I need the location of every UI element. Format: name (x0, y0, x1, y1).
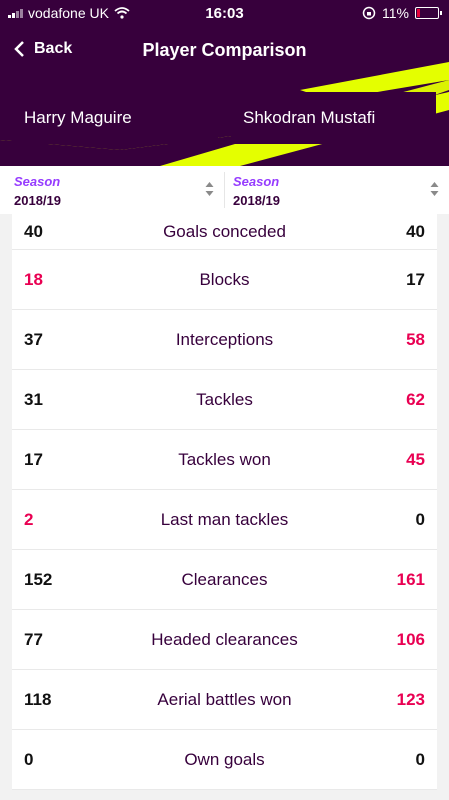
orientation-lock-icon (362, 6, 376, 20)
stat-label: Own goals (184, 749, 265, 769)
sort-arrows-icon (205, 182, 214, 196)
season-b-dropdown[interactable]: Season 2018/19 (225, 166, 449, 214)
stat-label: Goals conceded (163, 221, 286, 241)
stat-label: Clearances (181, 569, 268, 589)
wifi-icon (114, 7, 130, 19)
stat-row: 2 Last man tackles 0 (12, 490, 437, 550)
stat-value-b: 58 (406, 329, 425, 349)
signal-icon (8, 8, 23, 18)
stat-value-b: 40 (406, 221, 425, 241)
stat-row: 0 Own goals 0 (12, 730, 437, 790)
stat-value-a: 18 (24, 269, 43, 289)
stat-row: 77 Headed clearances 106 (12, 610, 437, 670)
stat-label: Aerial battles won (157, 689, 292, 709)
stat-value-b: 0 (415, 749, 425, 769)
stat-value-a: 77 (24, 629, 43, 649)
stat-row: 40 Goals conceded 40 (12, 214, 437, 250)
stat-list[interactable]: 40 Goals conceded 40 18 Blocks 17 37 Int… (12, 214, 437, 790)
stat-label: Last man tackles (160, 509, 289, 529)
stat-row: 31 Tackles 62 (12, 370, 437, 430)
stat-value-a: 118 (24, 689, 52, 709)
player-a-name: Harry Maguire (24, 108, 132, 127)
stat-value-a: 152 (24, 569, 53, 589)
header: vodafone UK 16:03 11% Back Player Compar… (0, 0, 449, 166)
status-time: 16:03 (205, 5, 244, 22)
stat-value-a: 2 (24, 509, 34, 529)
stat-value-a: 40 (24, 221, 43, 241)
player-b-selector[interactable]: Shkodran Mustafi (231, 92, 436, 144)
sort-arrows-icon (430, 182, 439, 196)
stat-label: Tackles (196, 389, 253, 409)
player-b-name: Shkodran Mustafi (243, 108, 376, 127)
season-a-value: 2018/19 (14, 193, 61, 208)
stat-value-a: 0 (24, 749, 34, 769)
season-b-label: Season (233, 174, 280, 189)
stat-row: 37 Interceptions 58 (12, 310, 437, 370)
battery-icon (415, 7, 442, 19)
season-a-dropdown[interactable]: Season 2018/19 (0, 166, 224, 214)
stat-label: Interceptions (175, 329, 274, 349)
stat-row: 17 Tackles won 45 (12, 430, 437, 490)
chevron-left-icon (14, 41, 24, 57)
status-left: vodafone UK (8, 5, 130, 21)
status-right: 11% (362, 5, 442, 21)
stat-row: 18 Blocks 17 (12, 250, 437, 310)
status-bar: vodafone UK 16:03 11% (0, 0, 449, 26)
stat-value-b: 45 (406, 449, 425, 469)
back-button[interactable]: Back (14, 40, 72, 58)
back-label: Back (34, 40, 73, 57)
stat-value-b: 161 (396, 569, 425, 589)
stats-section: 40 Goals conceded 40 18 Blocks 17 37 Int… (0, 214, 449, 800)
stat-value-b: 106 (396, 629, 425, 649)
stat-label: Headed clearances (151, 629, 298, 649)
page-title: Player Comparison (142, 40, 307, 60)
battery-percent: 11% (382, 5, 409, 21)
season-divider (224, 172, 225, 208)
season-a-label: Season (14, 174, 61, 189)
stat-value-a: 31 (24, 389, 43, 409)
season-bar: Season 2018/19 Season 2018/19 (0, 166, 449, 220)
stat-value-b: 17 (406, 269, 425, 289)
stat-row: 152 Clearances 161 (12, 550, 437, 610)
carrier-label: vodafone UK (28, 5, 109, 21)
player-a-selector[interactable]: Harry Maguire (12, 92, 218, 144)
stat-row: 118 Aerial battles won 123 (12, 670, 437, 730)
stat-value-b: 0 (415, 509, 425, 529)
stat-value-a: 17 (24, 449, 43, 469)
stat-value-a: 37 (24, 329, 43, 349)
stat-label: Blocks (199, 269, 250, 289)
stat-value-b: 62 (406, 389, 425, 409)
nav-bar: Back Player Comparison (0, 34, 449, 68)
season-b-value: 2018/19 (233, 193, 280, 208)
stat-value-b: 123 (396, 689, 425, 709)
stat-label: Tackles won (178, 449, 271, 469)
